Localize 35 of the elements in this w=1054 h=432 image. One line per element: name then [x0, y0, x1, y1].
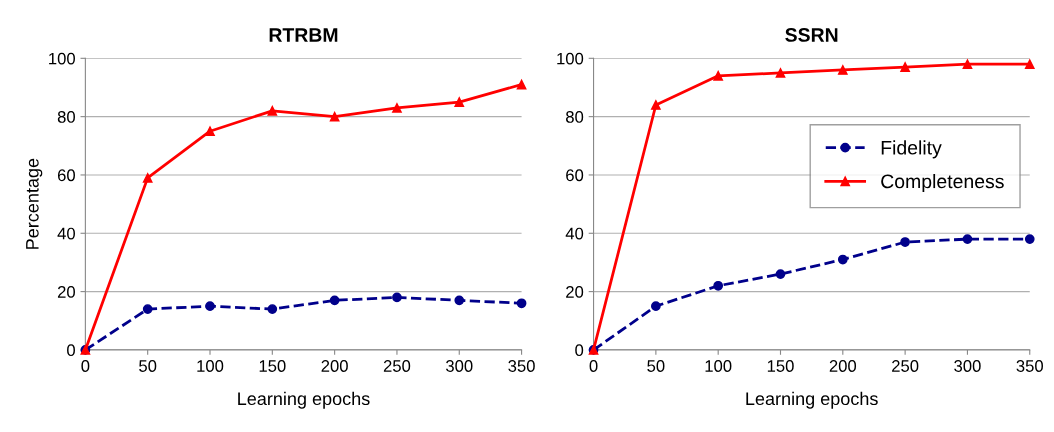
x-axis-title: Learning epochs [238, 391, 370, 409]
x-tick-label: 150 [767, 360, 794, 372]
x-tick-label: 350 [508, 360, 535, 372]
y-tick-label: 20 [57, 286, 75, 298]
x-tick-label: 100 [705, 360, 732, 372]
x-tick-label: 100 [197, 360, 224, 372]
y-tick-label: 80 [566, 111, 584, 123]
x-tick-label: 250 [892, 360, 919, 372]
legend-label: Fidelity [881, 140, 942, 159]
y-tick-label: 60 [57, 169, 75, 182]
legend-label: Completeness [881, 173, 1004, 193]
y-tick-label: 0 [575, 344, 584, 357]
x-tick-label: 300 [446, 360, 473, 372]
x-tick-label: 250 [383, 360, 411, 372]
y-tick-label: 60 [566, 169, 584, 182]
y-tick-label: 40 [57, 227, 75, 240]
chart-title: SSRN [785, 28, 838, 42]
x-tick-label: 0 [589, 360, 598, 372]
x-tick-label: 350 [1016, 360, 1044, 372]
y-tick-label: 80 [57, 111, 75, 123]
y-tick-label: 0 [67, 344, 75, 357]
x-tick-label: 200 [829, 360, 857, 372]
x-tick-label: 50 [647, 360, 665, 372]
chart-title: RTRBM [269, 28, 338, 42]
y-tick-label: 100 [557, 52, 584, 65]
x-tick-label: 0 [81, 360, 90, 372]
x-axis-title: Learning epochs [746, 391, 878, 409]
y-axis-title: Percentage [26, 158, 43, 249]
x-tick-label: 300 [954, 360, 981, 372]
y-tick-label: 100 [49, 52, 75, 65]
y-tick-label: 40 [565, 227, 584, 240]
x-tick-label: 50 [139, 360, 157, 372]
x-tick-label: 150 [259, 360, 286, 372]
y-tick-label: 20 [566, 286, 584, 298]
x-tick-label: 200 [321, 360, 348, 372]
